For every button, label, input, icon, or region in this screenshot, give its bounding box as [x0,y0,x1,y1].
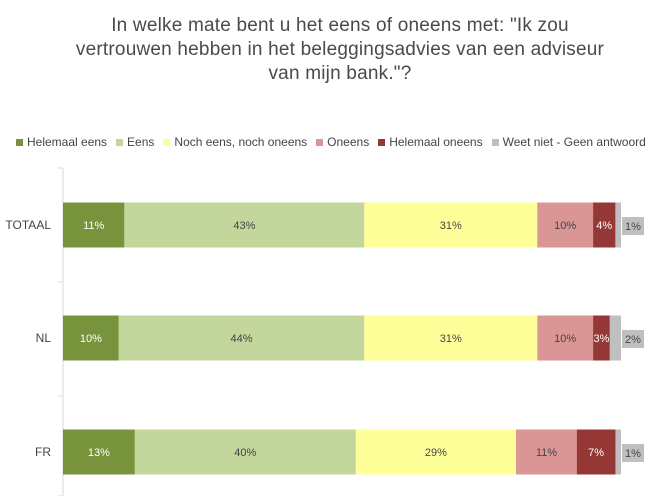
legend-swatch [491,138,499,146]
bar-segment [118,315,365,361]
category-label: FR [35,445,51,459]
data-label: 10% [80,333,102,345]
data-label: 31% [440,220,462,232]
chart-title-line-2: vertrouwen hebben in het beleggingsadvie… [75,39,605,60]
bar-segment [615,202,621,248]
legend-item-helemaal-oneens: Helemaal oneens [378,135,483,149]
legend-label: Eens [127,135,155,149]
data-label: 44% [231,333,253,345]
bar-segment [355,429,517,475]
legend-item-oneens: Oneens [316,135,369,149]
legend-item-helemaal-eens: Helemaal eens [16,135,107,149]
data-label: 1% [625,221,641,233]
category-label: TOTAAL [5,218,51,232]
data-label: 11% [536,447,557,459]
legend-item-noch-eens-noch-oneens: Noch eens, noch oneens [163,135,307,149]
bar-segment [364,202,538,248]
bar-segment [537,202,594,248]
legend-label: Oneens [327,135,370,149]
category-label: NL [36,331,52,345]
bar-segment [615,429,621,475]
legend-label: Weet niet - Geen antwoord [502,135,646,149]
legend-label: Helemaal oneens [389,135,483,149]
data-label: 31% [440,333,462,345]
data-label: 10% [554,333,576,345]
legend-item-weet-niet: Weet niet - Geen antwoord [491,135,646,149]
bar-segment [63,429,135,475]
legend: Helemaal eens Eens Noch eens, noch oneen… [16,135,655,149]
data-label: 40% [234,447,256,459]
data-label: 3% [594,333,610,345]
bar-segment [134,429,356,475]
data-label: 29% [425,447,447,459]
bar-segment [124,202,365,248]
bar-segment [364,315,538,361]
data-label-box [622,330,644,348]
legend-swatch [16,138,23,146]
bar-segment [593,202,616,248]
bar-segment [63,315,119,361]
data-label-box [622,217,644,235]
legend-swatch [316,138,324,146]
data-label: 4% [596,220,612,232]
bar-segment [609,315,621,361]
chart-title-line-3: van mijn bank."? [268,63,412,84]
chart-title-line-1: In welke mate bent u het eens of oneens … [111,15,569,36]
bar-segment [516,429,577,475]
data-label: 11% [83,220,104,232]
legend-label: Noch eens, noch oneens [174,135,308,149]
data-label: 2% [625,334,641,346]
data-label: 1% [625,448,641,460]
bar-segment [63,202,125,248]
data-label: 10% [554,220,576,232]
legend-item-eens: Eens [116,135,154,149]
legend-swatch [163,138,171,146]
data-label: 43% [233,220,255,232]
legend-swatch [116,138,124,146]
data-label: 7% [588,447,604,459]
bar-segment [576,429,616,475]
data-label-box [622,444,644,462]
chart-title: In welke mate bent u het eens of oneens … [40,14,640,86]
bar-segment [537,315,594,361]
legend-label: Helemaal eens [27,135,108,149]
bar-segment [593,315,610,361]
legend-swatch [378,138,386,146]
data-label: 13% [88,447,110,459]
